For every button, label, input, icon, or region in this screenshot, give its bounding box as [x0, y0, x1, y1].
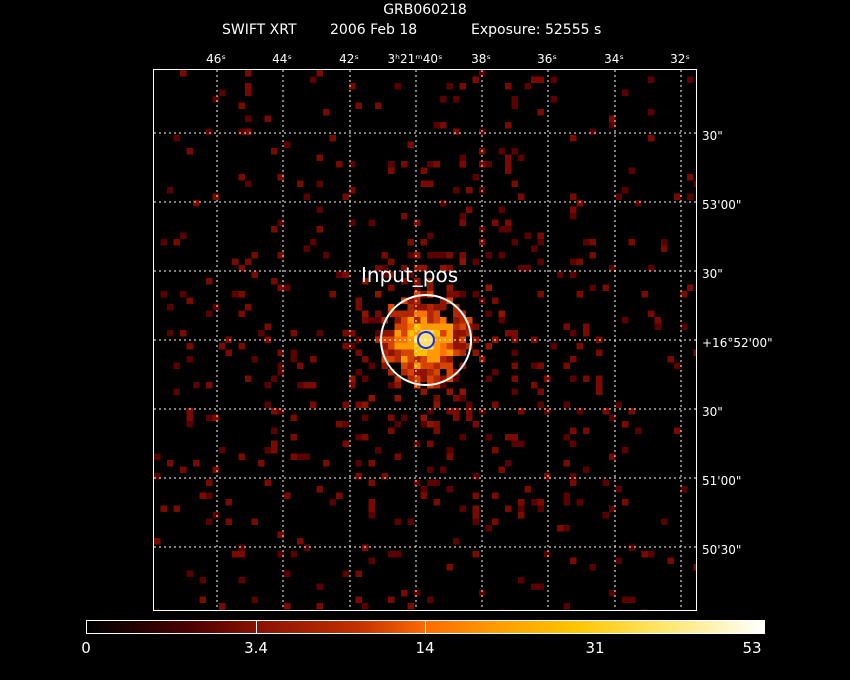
input-position-circle	[417, 331, 435, 349]
xray-image: Input_pos	[154, 70, 696, 610]
extraction-region-circle	[380, 294, 472, 386]
dec-tick-label: +16°52'00"	[702, 336, 773, 350]
ra-tick-label: 44ˢ	[272, 52, 292, 66]
dec-tick-label: 30"	[702, 267, 723, 281]
colorbar-tick	[425, 620, 426, 634]
ra-tick-label: 3ʰ21ᵐ40ˢ	[387, 52, 443, 66]
instrument-label: SWIFT XRT	[222, 22, 297, 38]
ra-tick-label: 38ˢ	[471, 52, 491, 66]
colorbar-label: 3.4	[244, 639, 268, 657]
date-label: 2006 Feb 18	[330, 22, 418, 38]
exposure-label: Exposure: 52555 s	[471, 22, 602, 38]
colorbar-label: 14	[415, 639, 435, 657]
ra-tick-label: 32ˢ	[670, 52, 690, 66]
dec-tick-label: 53'00"	[702, 198, 742, 212]
object-title: GRB060218	[383, 2, 467, 18]
colorbar-label: 31	[585, 639, 605, 657]
dec-tick-label: 30"	[702, 405, 723, 419]
coordinate-grid	[154, 70, 696, 610]
ra-tick-label: 46ˢ	[206, 52, 226, 66]
ra-tick-label: 42ˢ	[339, 52, 359, 66]
dec-tick-label: 30"	[702, 129, 723, 143]
ra-tick-label: 34ˢ	[604, 52, 624, 66]
xray-image-frame: Input_pos	[153, 69, 697, 611]
colorbar-label: 53	[742, 639, 762, 657]
ra-tick-label: 36ˢ	[537, 52, 557, 66]
dec-tick-label: 51'00"	[702, 474, 742, 488]
colorbar-label: 0	[81, 639, 91, 657]
dec-tick-label: 50'30"	[702, 543, 742, 557]
input-pos-label: Input_pos	[361, 263, 458, 287]
colorbar-tick	[256, 620, 257, 634]
